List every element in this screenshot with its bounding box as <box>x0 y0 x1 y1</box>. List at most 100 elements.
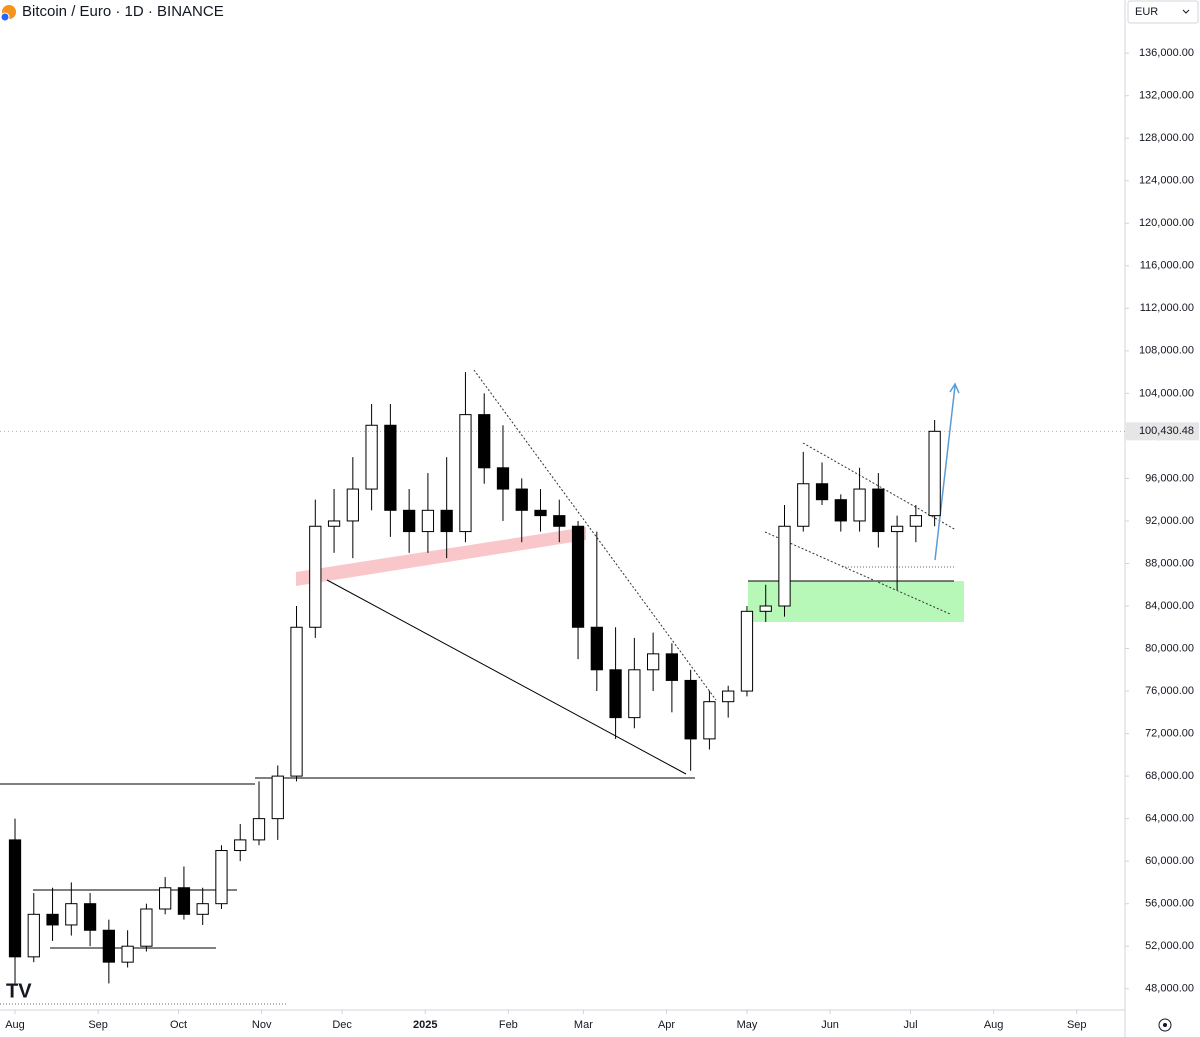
candle-body <box>252 818 266 841</box>
candle-body <box>421 509 435 533</box>
y-tick-label: 132,000.00 <box>1139 90 1194 102</box>
candle-body <box>834 499 847 522</box>
candle-body <box>909 515 923 527</box>
y-tick-label: 136,000.00 <box>1139 47 1194 59</box>
y-tick-label: 104,000.00 <box>1139 387 1194 399</box>
x-tick-label: 2025 <box>413 1019 437 1031</box>
candle-body <box>365 424 378 490</box>
drawings <box>0 369 964 1005</box>
settings-icon-dot <box>1163 1023 1167 1027</box>
tv-logo: TV <box>6 980 32 1002</box>
candle-body <box>722 690 735 703</box>
candle-body <box>797 483 810 527</box>
projection-arrow <box>934 385 956 561</box>
channel-line <box>764 531 951 615</box>
candle-body <box>403 509 416 533</box>
candle-body <box>215 850 228 905</box>
candle-body <box>872 488 885 533</box>
x-tick-label: Dec <box>332 1019 352 1031</box>
candle-body <box>102 929 115 963</box>
candle-body <box>290 626 303 777</box>
x-tick-label: Aug <box>5 1019 25 1031</box>
candle-body <box>140 908 153 947</box>
candle-body <box>740 610 754 692</box>
candle-body <box>553 515 566 527</box>
x-tick-label: Sep <box>1067 1019 1087 1031</box>
x-tick-label: Jun <box>821 1019 839 1031</box>
candle-body <box>27 913 40 958</box>
candle-body <box>590 626 603 671</box>
candle-body <box>496 467 510 490</box>
currency-label: EUR <box>1135 6 1158 18</box>
x-tick-label: Nov <box>252 1019 272 1031</box>
candle-body <box>327 520 341 527</box>
candle-body <box>384 424 397 511</box>
currency-dropdown[interactable] <box>1127 0 1199 24</box>
candle-body <box>459 414 472 533</box>
candle-body <box>890 525 904 533</box>
y-tick-label: 124,000.00 <box>1139 175 1194 187</box>
x-tick-label: Jul <box>903 1019 917 1031</box>
y-tick-label: 96,000.00 <box>1145 472 1194 484</box>
y-tick-label: 92,000.00 <box>1145 515 1194 527</box>
y-tick-label: 56,000.00 <box>1145 898 1194 910</box>
eur-icon <box>0 12 10 22</box>
candle-body <box>159 887 172 910</box>
x-tick-label: Oct <box>170 1019 187 1031</box>
y-tick-label: 72,000.00 <box>1145 727 1194 739</box>
candle-body <box>196 903 209 915</box>
candle-body <box>440 509 453 533</box>
candle-body <box>703 701 716 740</box>
candle-body <box>928 430 941 517</box>
x-tick-label: Sep <box>88 1019 108 1031</box>
candle-body <box>571 525 585 628</box>
y-tick-label: 88,000.00 <box>1145 557 1194 569</box>
arrow-head <box>949 382 960 394</box>
candle-body <box>684 679 697 740</box>
x-tick-label: May <box>737 1019 758 1031</box>
symbol-title: Bitcoin / Euro · 1D · BINANCE <box>22 3 224 20</box>
candle-body <box>83 903 97 931</box>
y-tick-label: 128,000.00 <box>1139 132 1194 144</box>
y-tick-label: 60,000.00 <box>1145 855 1194 867</box>
candle-body <box>271 775 284 820</box>
candle-body <box>515 488 528 511</box>
candle-body <box>853 488 866 522</box>
candle-body <box>815 483 829 501</box>
y-tick-label: 116,000.00 <box>1140 260 1194 272</box>
candles <box>8 372 941 984</box>
y-tick-label: 80,000.00 <box>1145 642 1194 654</box>
candle-body <box>346 488 359 522</box>
candle-body <box>177 887 191 915</box>
y-tick-label: 84,000.00 <box>1145 600 1194 612</box>
channel-line <box>802 442 957 531</box>
y-tick-label: 108,000.00 <box>1139 345 1194 357</box>
x-tick-label: Apr <box>658 1019 675 1031</box>
candle-body <box>646 653 660 671</box>
dropdown-caret <box>1182 9 1190 14</box>
y-tick-label: 112,000.00 <box>1140 302 1194 314</box>
candle-body <box>309 525 322 628</box>
candle-body <box>665 653 679 681</box>
trend-line <box>326 579 687 775</box>
candle-body <box>46 913 59 926</box>
settings-icon[interactable] <box>1158 1018 1172 1032</box>
candle-body <box>778 525 791 607</box>
y-tick-label: 48,000.00 <box>1145 983 1194 995</box>
last-price-box <box>1126 422 1199 441</box>
candle-body <box>478 414 491 469</box>
y-tick-label: 76,000.00 <box>1145 685 1194 697</box>
candle-body <box>234 839 247 852</box>
y-tick-label: 120,000.00 <box>1139 217 1194 229</box>
candle-body <box>121 945 134 963</box>
x-tick-label: Feb <box>499 1019 518 1031</box>
trend-line <box>473 369 717 701</box>
x-tick-label: Mar <box>574 1019 593 1031</box>
x-tick-label: Aug <box>984 1019 1004 1031</box>
y-tick-label: 52,000.00 <box>1145 940 1194 952</box>
candle-body <box>8 839 22 958</box>
header: Bitcoin / Euro · 1D · BINANCE <box>0 3 224 22</box>
candle-body <box>609 669 622 719</box>
